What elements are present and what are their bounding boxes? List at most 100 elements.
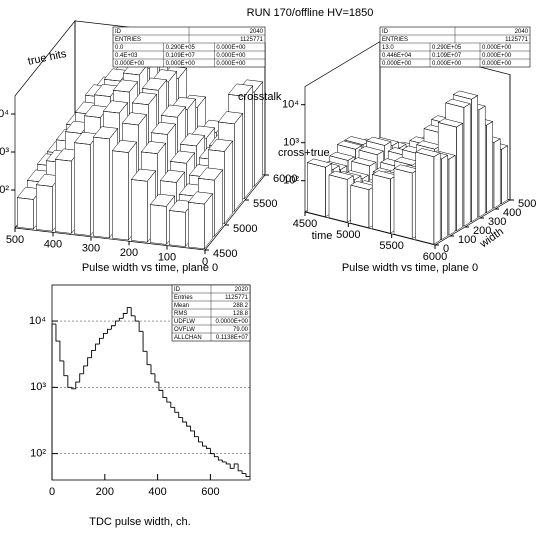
- z-tick-label: 10⁴: [0, 108, 9, 120]
- hist-step: [59, 341, 64, 362]
- hist-step: [245, 473, 250, 478]
- hist-step: [150, 364, 155, 375]
- stats-text: 0.000E+00: [382, 61, 412, 67]
- y-tick-label: 5500: [253, 198, 277, 210]
- hist-step: [217, 456, 223, 461]
- stats-text: RMS: [174, 311, 187, 317]
- x-tick-label: 0: [49, 486, 55, 498]
- hist-step: [55, 324, 60, 342]
- stats-text: 2020: [235, 287, 249, 293]
- hist-step: [229, 463, 235, 469]
- x-tick-label: 5500: [379, 240, 403, 252]
- stats-text: OVFLW: [174, 327, 195, 333]
- stats-text: 13.0: [382, 45, 394, 51]
- hist-step: [166, 397, 171, 403]
- hist-step: [95, 343, 100, 351]
- hist-step: [51, 323, 56, 480]
- hist-step: [241, 470, 247, 475]
- hist-step: [142, 331, 148, 352]
- hist-step: [154, 373, 159, 383]
- x-tick-label: 200: [96, 486, 114, 498]
- hist-step: [233, 463, 239, 469]
- z-tick-label: 10²: [0, 184, 9, 196]
- x-tick-label: 200: [120, 247, 138, 259]
- stats-text: ENTRIES: [115, 37, 141, 43]
- x-tick-label: 600: [201, 486, 219, 498]
- stats-text: 1125771: [225, 295, 249, 301]
- hist-step: [146, 351, 151, 366]
- x-tick-label: 5000: [336, 229, 360, 241]
- hist-step: [106, 328, 112, 334]
- stats-text: 0.000E+00: [482, 61, 512, 67]
- stats-text: ID: [174, 287, 181, 293]
- hist-step: [174, 407, 179, 413]
- stats-text: 0.109E+07: [166, 53, 196, 59]
- y-tick-label: 400: [503, 207, 521, 219]
- y-tick-label: 5000: [233, 223, 257, 235]
- stats-text: 0.1138E+07: [216, 335, 249, 341]
- hist-step: [198, 436, 203, 443]
- z-tick-label: 10²: [283, 175, 299, 187]
- lego-bar: [393, 164, 420, 240]
- stats-text: 0.0000E+00: [215, 319, 248, 325]
- hist-step: [178, 412, 183, 419]
- stats-text: 128.8: [233, 311, 249, 317]
- stats-text: Mean: [174, 303, 189, 309]
- x-tick-label: 0: [202, 256, 208, 268]
- hist-step: [91, 350, 96, 358]
- hist-step: [134, 315, 140, 322]
- lego-bar: [415, 148, 441, 245]
- hist-step: [138, 321, 144, 332]
- stats-text: ID: [115, 29, 122, 35]
- stats-text: UDFLW: [174, 319, 195, 325]
- stats-text: 0.000E+00: [432, 61, 462, 67]
- hist-step: [225, 461, 231, 465]
- stats-text: 0.000E+00: [216, 53, 246, 59]
- hist-step: [67, 375, 72, 388]
- stats-text: 0.446E+04: [382, 53, 412, 59]
- page-title: RUN 170/offline HV=1850: [247, 7, 374, 19]
- x-tick-label: 300: [82, 243, 100, 255]
- stats-text: 2040: [515, 29, 529, 35]
- lego-bar: [54, 148, 81, 235]
- hist-step: [213, 453, 219, 458]
- stats-text: 0.290E+05: [432, 45, 462, 51]
- x-axis-title: TDC pulse width, ch.: [89, 516, 190, 528]
- stats-text: 0.109E+07: [432, 53, 462, 59]
- hist-step: [186, 422, 191, 427]
- stats-text: 1125771: [505, 37, 529, 43]
- hist-step: [221, 460, 227, 463]
- caption: Pulse width vs time, plane 0: [82, 262, 218, 274]
- lego-bar: [306, 158, 333, 218]
- stats-text: 0.290E+05: [166, 45, 196, 51]
- stats-text: 0.000E+00: [216, 61, 246, 67]
- stats-text: 1125771: [240, 37, 264, 43]
- y-tick-label: 10⁴: [29, 315, 46, 327]
- x-tick-label: 400: [148, 486, 166, 498]
- hist-step: [118, 317, 124, 322]
- hist-step: [114, 320, 120, 326]
- z-tick-label: 10³: [283, 137, 299, 149]
- y-tick-label: 4500: [213, 248, 237, 260]
- lego-bar: [328, 170, 355, 223]
- stats-text: 0.4E+03: [115, 53, 138, 59]
- hist-step: [158, 382, 163, 391]
- stats-text: ALLCHAN: [174, 335, 202, 341]
- stats-text: 2040: [250, 29, 264, 35]
- stats-text: ENTRIES: [382, 37, 408, 43]
- stats-text: 0.000E+00: [166, 61, 196, 67]
- hist-step: [194, 430, 199, 438]
- lego-bar: [111, 139, 138, 241]
- lego-bar: [371, 170, 398, 234]
- hist-step: [99, 337, 104, 345]
- hist-step: [190, 426, 195, 432]
- lego-bar: [187, 191, 214, 250]
- hist-step: [126, 307, 132, 314]
- x-tick-label: 4500: [293, 218, 317, 230]
- annotation: crosstalk: [238, 91, 282, 103]
- hist-step: [209, 448, 215, 455]
- hist-step: [237, 463, 243, 472]
- y-tick-label: 10²: [30, 448, 46, 460]
- hist-step: [182, 417, 187, 423]
